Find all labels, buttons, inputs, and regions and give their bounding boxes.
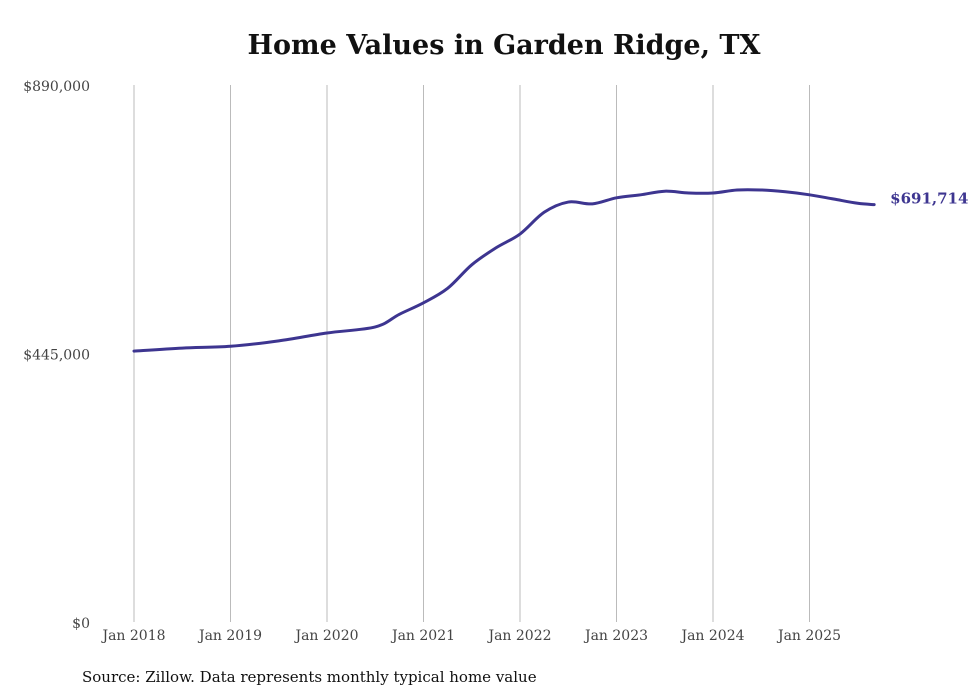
x-tick-label: Jan 2025 — [776, 628, 841, 644]
source-note: Source: Zillow. Data represents monthly … — [82, 668, 537, 686]
chart-title: Home Values in Garden Ridge, TX — [247, 30, 761, 61]
x-tick-label: Jan 2020 — [293, 628, 358, 644]
x-tick-label: Jan 2024 — [679, 628, 744, 644]
y-tick-label: $445,000 — [23, 348, 90, 364]
x-tick-label: Jan 2023 — [583, 628, 648, 644]
y-tick-label: $0 — [72, 616, 90, 632]
end-value-label: $691,714 — [890, 190, 968, 208]
x-tick-label: Jan 2019 — [197, 628, 262, 644]
y-tick-label: $890,000 — [23, 79, 90, 95]
x-tick-label: Jan 2022 — [486, 628, 551, 644]
x-tick-label: Jan 2021 — [390, 628, 455, 644]
x-tick-label: Jan 2018 — [100, 628, 165, 644]
series-line — [132, 188, 876, 353]
